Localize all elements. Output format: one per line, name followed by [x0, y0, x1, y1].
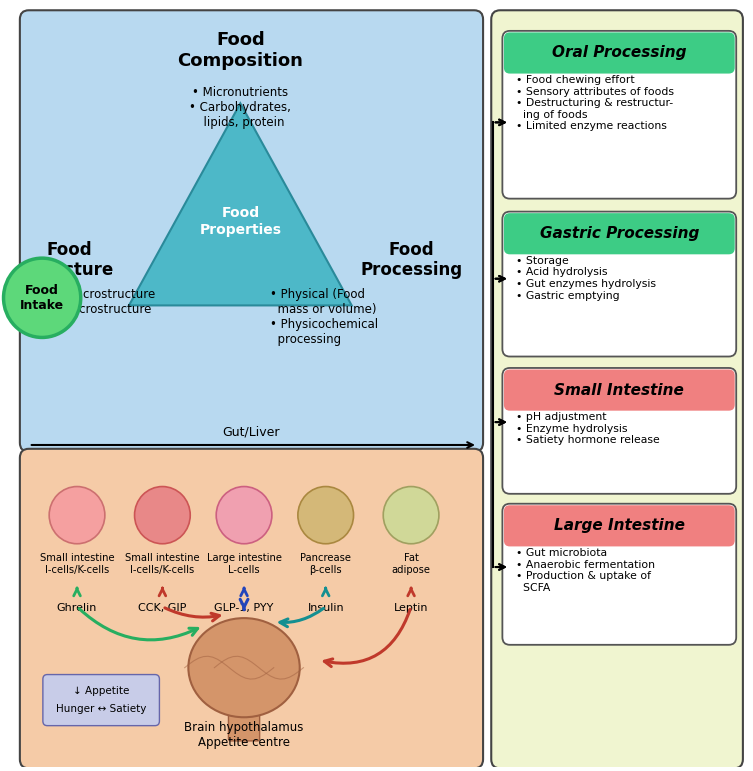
FancyArrowPatch shape [165, 608, 219, 621]
Text: Large intestine
L-cells: Large intestine L-cells [206, 554, 282, 575]
Circle shape [4, 258, 81, 338]
FancyArrowPatch shape [79, 608, 197, 640]
Text: Insulin: Insulin [307, 603, 344, 613]
FancyBboxPatch shape [504, 213, 735, 254]
Text: Ghrelin: Ghrelin [56, 603, 97, 613]
Text: ↓ Appetite: ↓ Appetite [73, 686, 130, 696]
Text: CCK, GIP: CCK, GIP [139, 603, 187, 613]
Text: Food
Structure: Food Structure [25, 241, 114, 279]
FancyBboxPatch shape [491, 10, 743, 769]
Text: Gut/Liver: Gut/Liver [223, 426, 280, 439]
Text: • pH adjustment
• Enzyme hydrolysis
• Satiety hormone release: • pH adjustment • Enzyme hydrolysis • Sa… [516, 412, 660, 446]
Text: GLP-1, PYY: GLP-1, PYY [215, 603, 274, 613]
Text: Small Intestine: Small Intestine [554, 382, 684, 398]
Text: Food
Intake: Food Intake [20, 284, 64, 311]
Polygon shape [129, 103, 352, 305]
FancyArrowPatch shape [280, 608, 324, 627]
FancyArrowPatch shape [240, 599, 248, 610]
FancyBboxPatch shape [20, 10, 483, 452]
Text: • Micronutrients
• Carbohydrates,
  lipids, protein: • Micronutrients • Carbohydrates, lipids… [190, 86, 291, 129]
Text: • Macrostructure
• Microstructure: • Macrostructure • Microstructure [55, 288, 155, 316]
Text: Leptin: Leptin [394, 603, 428, 613]
Text: Large Intestine: Large Intestine [553, 518, 684, 534]
FancyBboxPatch shape [502, 368, 736, 493]
Text: • Storage
• Acid hydrolysis
• Gut enzymes hydrolysis
• Gastric emptying: • Storage • Acid hydrolysis • Gut enzyme… [516, 256, 656, 301]
Text: Small intestine
I-cells/K-cells: Small intestine I-cells/K-cells [40, 554, 114, 575]
FancyBboxPatch shape [228, 712, 260, 741]
Ellipse shape [216, 487, 272, 544]
FancyBboxPatch shape [504, 505, 735, 547]
Text: Food
Processing: Food Processing [360, 241, 462, 279]
Text: Fat
adipose: Fat adipose [392, 554, 431, 575]
Ellipse shape [188, 618, 300, 717]
FancyBboxPatch shape [502, 503, 736, 645]
FancyBboxPatch shape [502, 31, 736, 199]
Ellipse shape [49, 487, 105, 544]
FancyBboxPatch shape [43, 675, 160, 726]
Text: Food
Composition: Food Composition [178, 31, 303, 69]
Text: Oral Processing: Oral Processing [552, 45, 687, 60]
Ellipse shape [135, 487, 191, 544]
Text: Brain hypothalamus
Appetite centre: Brain hypothalamus Appetite centre [184, 721, 303, 749]
Text: • Gut microbiota
• Anaerobic fermentation
• Production & uptake of
  SCFA: • Gut microbiota • Anaerobic fermentatio… [516, 548, 655, 593]
Ellipse shape [298, 487, 354, 544]
Text: Pancrease
β-cells: Pancrease β-cells [300, 554, 351, 575]
Ellipse shape [383, 487, 439, 544]
FancyBboxPatch shape [504, 32, 735, 73]
Text: Small intestine
I-cells/K-cells: Small intestine I-cells/K-cells [125, 554, 200, 575]
Text: Hunger ↔ Satiety: Hunger ↔ Satiety [56, 705, 146, 714]
Text: Food
Properties: Food Properties [200, 207, 282, 237]
Text: • Food chewing effort
• Sensory attributes of foods
• Destructuring & restructur: • Food chewing effort • Sensory attribut… [516, 75, 674, 132]
FancyBboxPatch shape [502, 211, 736, 356]
FancyBboxPatch shape [504, 369, 735, 411]
Text: • Physical (Food
  mass or volume)
• Physicochemical
  processing: • Physical (Food mass or volume) • Physi… [270, 288, 378, 346]
FancyBboxPatch shape [20, 449, 483, 769]
Text: Gastric Processing: Gastric Processing [540, 226, 699, 241]
FancyArrowPatch shape [325, 609, 410, 667]
